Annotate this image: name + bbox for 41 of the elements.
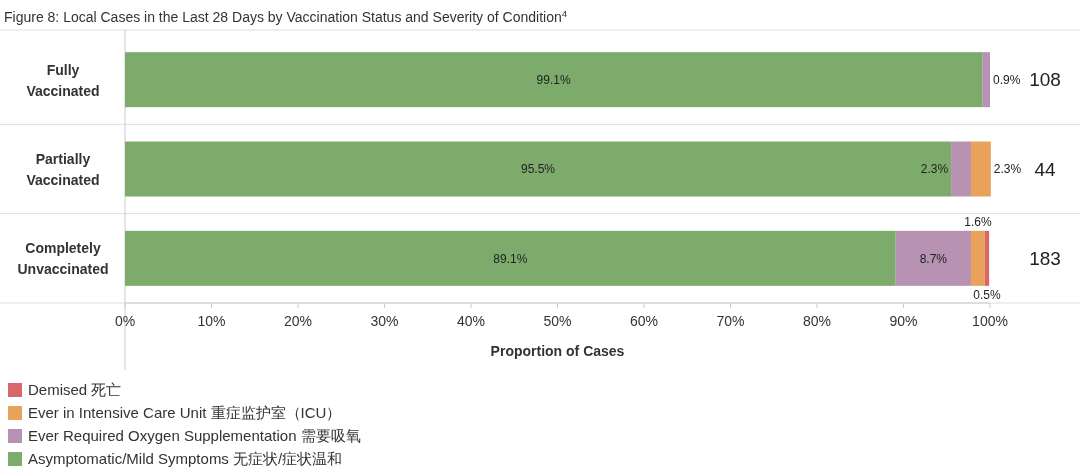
legend-label: Asymptomatic/Mild Symptoms 无症状/症状温和 — [28, 450, 343, 468]
x-tick-label: 100% — [972, 312, 1008, 329]
data-label: 8.7% — [919, 251, 948, 266]
y-tick-label: Partially Vaccinated — [26, 150, 100, 188]
x-tick-label: 10% — [197, 312, 226, 329]
data-label: 0.5% — [973, 288, 1001, 303]
x-tick-label: 0% — [114, 312, 136, 329]
text: 44 — [1034, 158, 1056, 180]
bar — [970, 230, 985, 286]
data-label: 95.5% — [521, 162, 556, 177]
data-label: 2.3% — [993, 162, 1022, 177]
data-label: 89.1% — [493, 251, 528, 266]
y-tick-label: Completely Unvaccinated — [17, 240, 109, 278]
data-label: 0.9% — [993, 72, 1021, 87]
bar — [125, 230, 896, 286]
bar — [895, 230, 971, 286]
x-tick-label: 60% — [629, 312, 659, 329]
bar — [970, 141, 991, 197]
bar — [125, 141, 952, 197]
x-tick-label: 50% — [543, 312, 572, 329]
data-label: 1.6% — [964, 215, 992, 230]
bar — [125, 52, 983, 108]
x-tick-label: 20% — [283, 312, 313, 329]
data-label: 99.1% — [536, 72, 571, 87]
x-axis-title: Proportion of Cases — [490, 342, 625, 359]
legend-label: Demised 死亡 — [28, 381, 122, 399]
x-tick-label: 70% — [716, 312, 745, 329]
text: 108 — [1029, 69, 1061, 91]
bar — [982, 52, 990, 108]
x-tick-label: 80% — [802, 312, 832, 329]
y-tick-label: Fully Vaccinated — [26, 61, 100, 99]
bar — [951, 141, 971, 197]
x-tick-label: 30% — [370, 312, 399, 329]
x-tick-label: 40% — [456, 312, 486, 329]
chart-title: Figure 8: Local Cases in the Last 28 Days by Vaccination Status and Severity of Condition$^{4}$ — [4, 7, 568, 25]
data-label: 2.3% — [920, 162, 949, 177]
x-tick-label: 90% — [889, 312, 918, 329]
text: 183 — [1029, 247, 1061, 269]
legend-label: Ever in Intensive Care Unit 重症监护室（ICU） — [28, 404, 342, 422]
bar — [984, 230, 990, 286]
legend-label: Ever Required Oxygen Supplementation 需要吸氧 — [28, 427, 361, 445]
